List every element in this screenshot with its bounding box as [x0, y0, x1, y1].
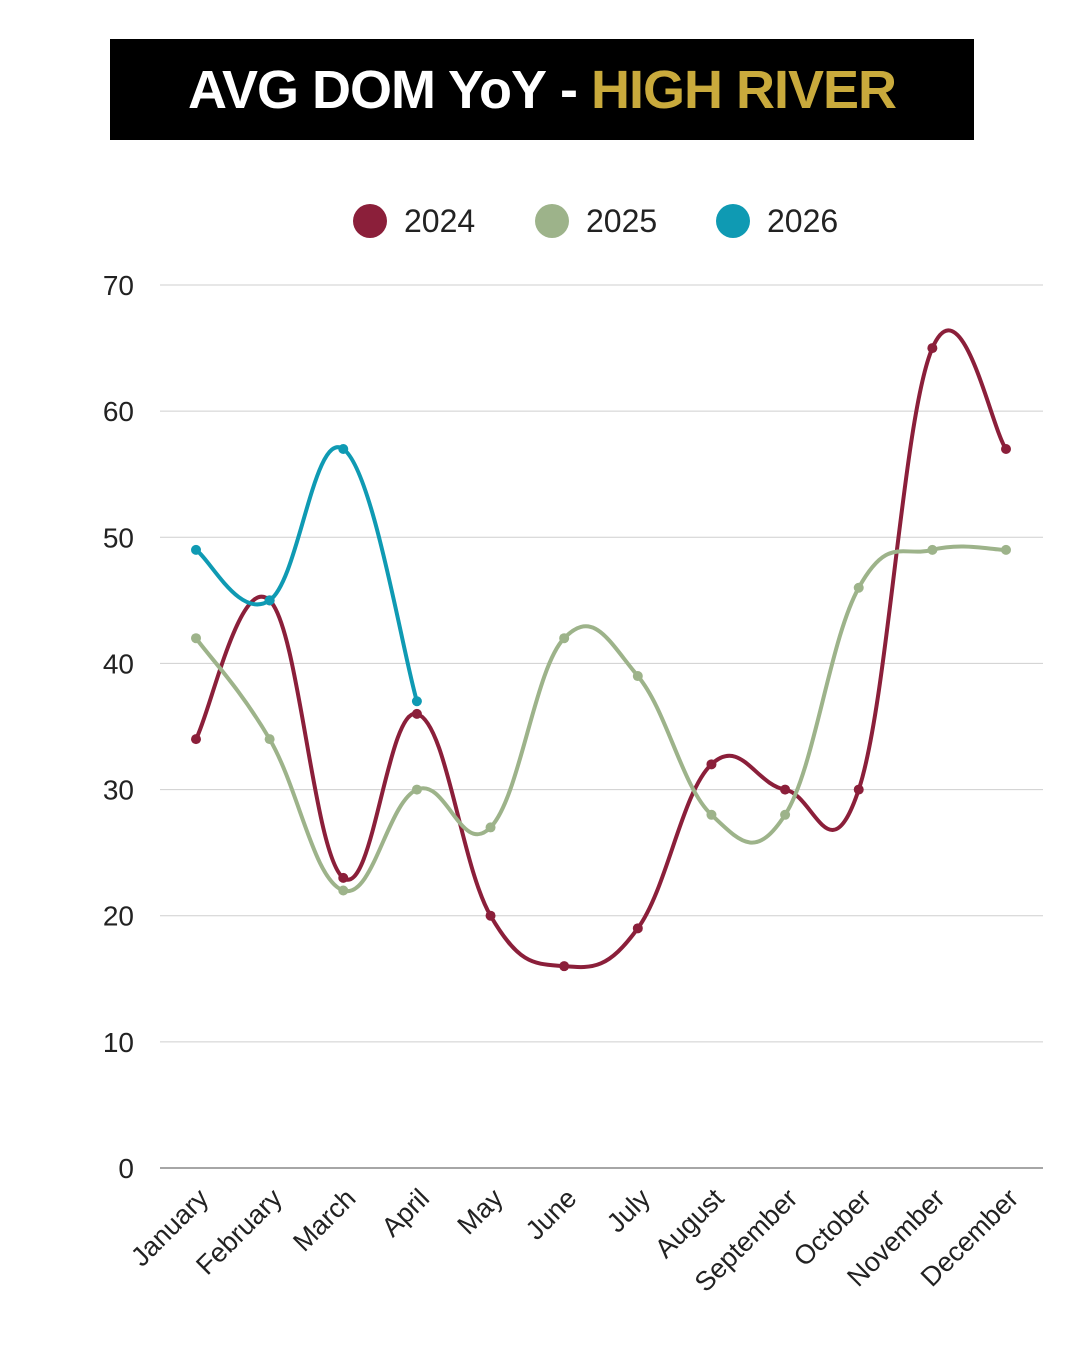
series-2025: [191, 544, 1011, 896]
x-tick-label: June: [520, 1183, 583, 1246]
y-tick-label: 60: [103, 396, 134, 427]
y-tick-label: 20: [103, 901, 134, 932]
x-tick-label: April: [376, 1183, 435, 1242]
data-point: [191, 734, 201, 745]
legend-item-2026: 2026: [716, 203, 838, 239]
x-tick-label: July: [601, 1183, 657, 1239]
data-point: [411, 696, 422, 707]
data-point: [411, 708, 422, 719]
legend-marker: [535, 204, 569, 238]
data-point: [706, 809, 717, 820]
x-tick-label: March: [287, 1183, 361, 1257]
data-point: [559, 961, 570, 972]
title-separator: -: [546, 59, 591, 120]
data-point: [411, 784, 422, 795]
title-accent: HIGH RIVER: [591, 59, 897, 120]
data-point: [1001, 443, 1011, 454]
y-tick-label: 30: [103, 775, 134, 806]
gridlines: [160, 284, 1043, 1169]
legend-marker: [716, 204, 750, 238]
data-point: [1001, 544, 1011, 555]
data-point: [927, 544, 938, 555]
series-2024: [191, 328, 1011, 972]
y-tick-label: 0: [118, 1153, 134, 1184]
data-point: [780, 809, 791, 820]
title-main: AVG DOM YoY: [187, 59, 547, 120]
series-line: [194, 445, 419, 704]
series-group: [191, 328, 1011, 972]
series-line: [194, 328, 1008, 970]
legend-item-2024: 2024: [353, 203, 475, 239]
data-point: [191, 544, 201, 555]
y-axis: 0 10 20 30 40 50 60 70: [103, 270, 134, 1184]
data-point: [853, 582, 864, 593]
chart-title-bar: AVG DOM YoY - HIGH RIVER: [110, 39, 974, 140]
data-point: [338, 443, 349, 454]
data-point: [780, 784, 791, 795]
data-point: [559, 633, 570, 644]
legend-label: 2024: [404, 203, 475, 239]
data-point: [264, 595, 275, 606]
data-point: [927, 343, 938, 354]
legend-label: 2025: [586, 203, 657, 239]
data-point: [485, 910, 496, 921]
legend-marker: [353, 204, 387, 238]
data-point: [853, 784, 864, 795]
y-tick-label: 70: [103, 270, 134, 301]
data-point: [706, 759, 717, 770]
data-point: [632, 671, 643, 682]
data-point: [191, 633, 201, 644]
y-tick-label: 10: [103, 1027, 134, 1058]
x-tick-label: May: [452, 1183, 510, 1241]
data-point: [338, 872, 349, 883]
data-point: [264, 734, 275, 745]
y-tick-label: 50: [103, 522, 134, 553]
legend: 2024 2025 2026: [353, 203, 838, 239]
series-2026: [191, 443, 422, 707]
data-point: [485, 822, 496, 833]
series-line: [194, 544, 1008, 893]
data-point: [338, 885, 349, 896]
legend-label: 2026: [767, 203, 838, 239]
data-point: [632, 923, 643, 934]
y-tick-label: 40: [103, 648, 134, 679]
legend-item-2025: 2025: [535, 203, 657, 239]
